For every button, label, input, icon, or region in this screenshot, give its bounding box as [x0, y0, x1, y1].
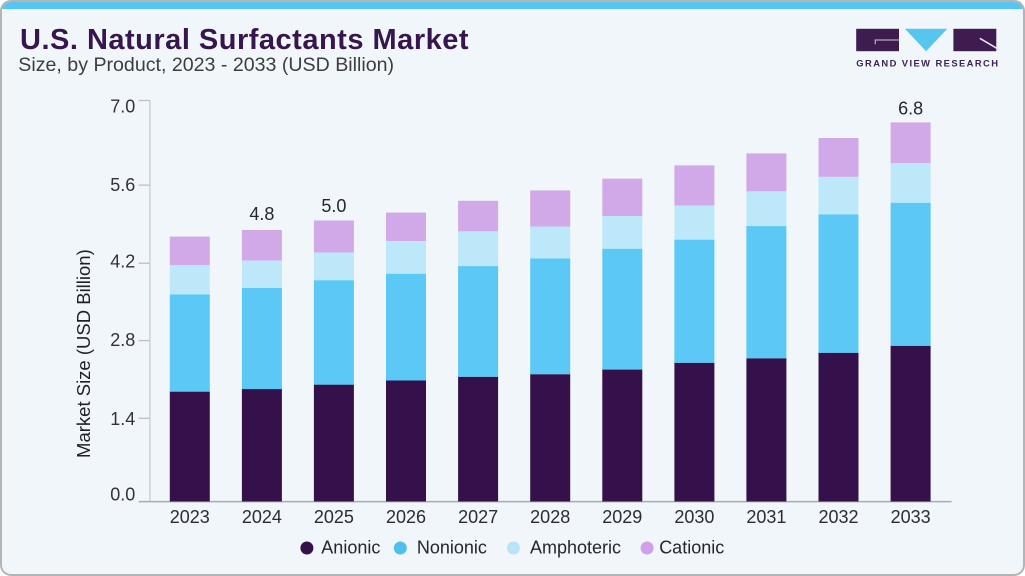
svg-text:2.8: 2.8: [110, 330, 135, 350]
svg-text:2025: 2025: [314, 507, 354, 527]
svg-text:2023: 2023: [170, 507, 210, 527]
svg-text:2028: 2028: [530, 507, 570, 527]
svg-text:Anionic: Anionic: [321, 538, 380, 558]
svg-text:4.8: 4.8: [249, 204, 274, 224]
svg-text:2031: 2031: [746, 507, 786, 527]
svg-text:2032: 2032: [818, 507, 858, 527]
svg-text:2030: 2030: [674, 507, 714, 527]
svg-text:2029: 2029: [602, 507, 642, 527]
svg-text:5.6: 5.6: [110, 175, 135, 195]
svg-text:2027: 2027: [458, 507, 498, 527]
svg-text:Nonionic: Nonionic: [417, 538, 487, 558]
svg-text:GRAND VIEW RESEARCH: GRAND VIEW RESEARCH: [856, 58, 999, 69]
svg-text:5.0: 5.0: [321, 196, 346, 216]
svg-text:0.0: 0.0: [110, 485, 135, 505]
svg-text:4.2: 4.2: [110, 251, 135, 271]
svg-text:1.4: 1.4: [110, 409, 135, 429]
svg-text:7.0: 7.0: [110, 97, 135, 117]
svg-text:Cationic: Cationic: [659, 538, 724, 558]
svg-text:2026: 2026: [386, 507, 426, 527]
svg-text:Market Size (USD Billion): Market Size (USD Billion): [73, 249, 94, 458]
svg-text:2033: 2033: [891, 507, 931, 527]
svg-text:6.8: 6.8: [898, 98, 923, 118]
svg-text:2024: 2024: [242, 507, 282, 527]
svg-text:Amphoteric: Amphoteric: [530, 538, 621, 558]
